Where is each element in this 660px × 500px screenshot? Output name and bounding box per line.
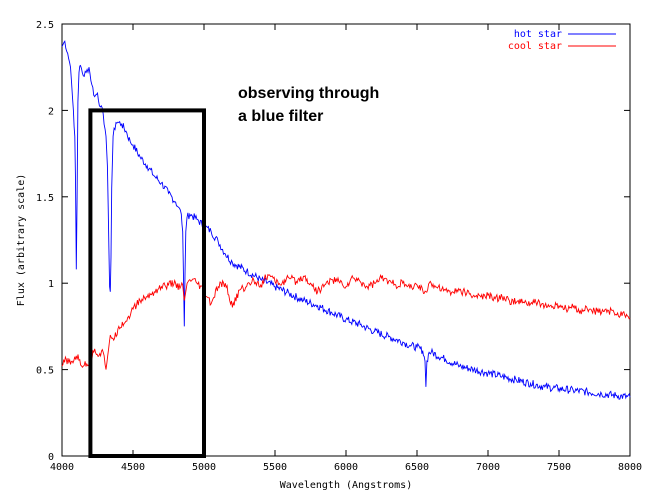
y-tick-label: 2: [48, 106, 54, 117]
x-axis-ticks: 4000 4500 5000 5500 6000 6500 7000 7500 8000: [50, 24, 642, 473]
legend-label-cool-star: cool star: [508, 41, 562, 52]
blue-filter-box: [88, 108, 206, 459]
y-tick-label: 0: [48, 452, 54, 463]
y-tick-label: 1: [48, 279, 54, 290]
annotation-line-2: a blue filter: [238, 108, 323, 125]
x-tick-label: 5500: [263, 462, 287, 473]
y-axis-label: Flux (arbitrary scale): [16, 174, 27, 306]
series-line-hot-star: [61, 40, 631, 400]
series-line-cool-star: [61, 273, 631, 370]
legend: hot star cool star: [508, 29, 616, 52]
legend-label-hot-star: hot star: [514, 29, 562, 40]
x-axis-label: Wavelength (Angstroms): [280, 480, 412, 491]
annotation-line-1: observing through: [238, 85, 379, 102]
y-tick-label: 2.5: [36, 20, 54, 31]
x-tick-label: 6500: [405, 462, 429, 473]
y-tick-label: 0.5: [36, 366, 54, 377]
x-tick-label: 4000: [50, 462, 74, 473]
x-tick-label: 8000: [618, 462, 642, 473]
x-tick-label: 5000: [192, 462, 216, 473]
series-layer: [61, 40, 631, 400]
y-tick-label: 1.5: [36, 193, 54, 204]
y-axis-ticks: 0 0.5 1 1.5 2 2.5: [36, 20, 630, 463]
x-tick-label: 7500: [547, 462, 571, 473]
x-tick-label: 6000: [334, 462, 358, 473]
x-tick-label: 4500: [121, 462, 145, 473]
x-tick-label: 7000: [476, 462, 500, 473]
